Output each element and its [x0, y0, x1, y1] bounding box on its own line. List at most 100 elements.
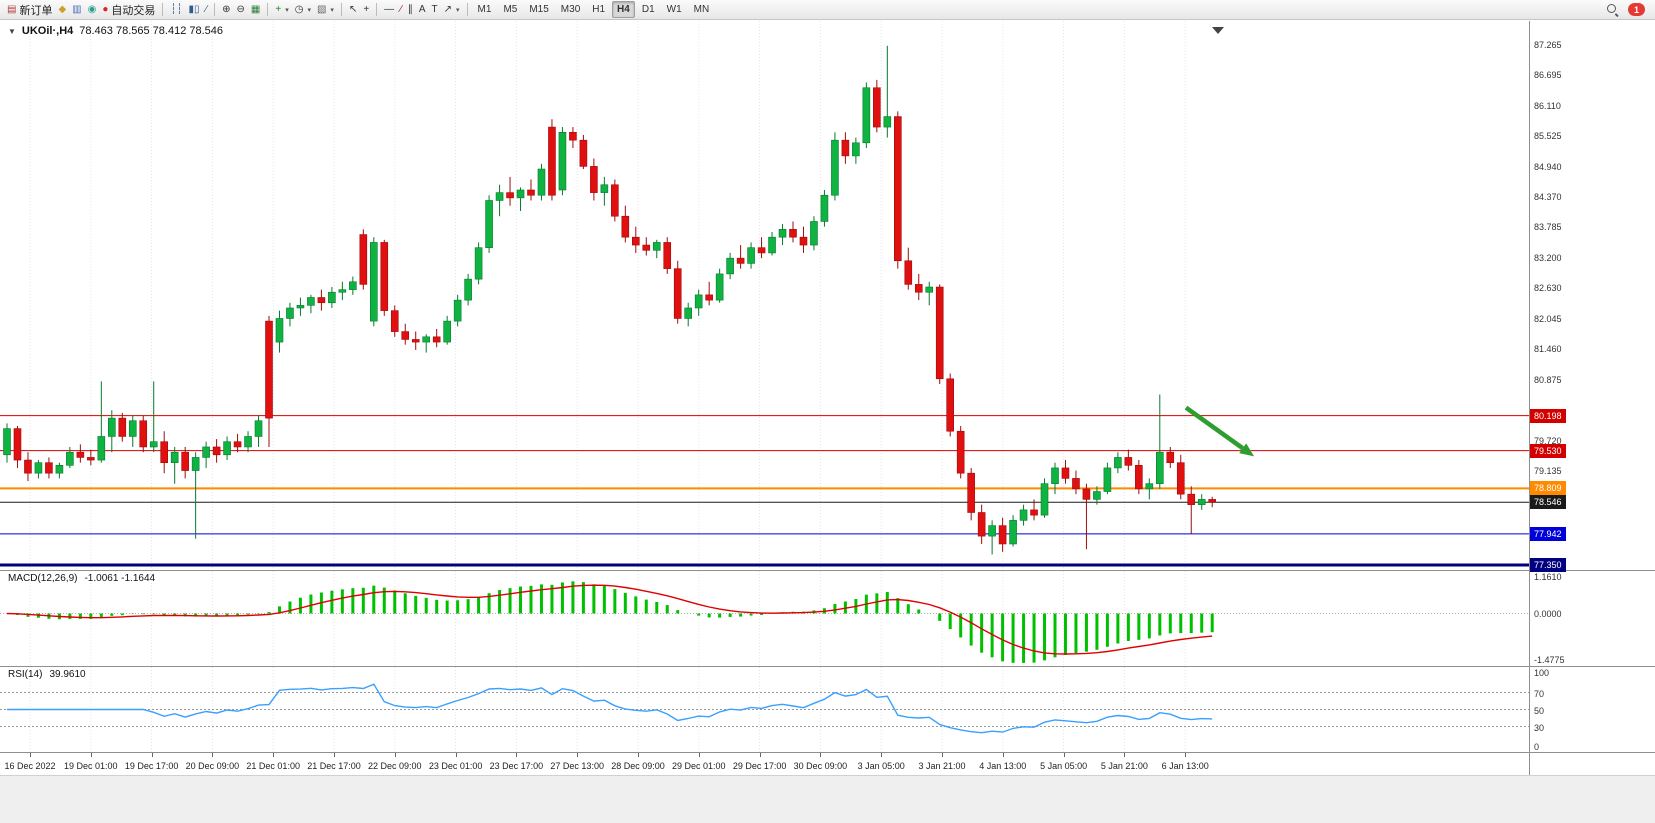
candle-body: [873, 87, 881, 128]
time-axis-label: 27 Dec 13:00: [550, 761, 604, 771]
cursor-icon[interactable]: ↖: [346, 2, 360, 18]
candle-body: [579, 139, 588, 167]
crosshair-icon[interactable]: +: [360, 2, 372, 18]
rsi-value: 39.9610: [49, 669, 86, 680]
time-axis-label: 4 Jan 13:00: [979, 761, 1027, 771]
price-axis-label: 79.720: [1534, 435, 1562, 446]
price-axis-label: 81.460: [1534, 344, 1562, 355]
candle-body: [191, 457, 200, 471]
candle-body: [1019, 509, 1028, 521]
text-icon[interactable]: A: [416, 2, 429, 18]
horizontal-line-icon[interactable]: —: [381, 2, 397, 18]
auto-trading-button[interactable]: ● 自动交易: [99, 2, 158, 18]
label-icon[interactable]: T: [429, 2, 441, 18]
time-axis-tick: [638, 753, 639, 757]
candle-body: [160, 441, 168, 463]
candle-body: [1030, 509, 1038, 516]
price-line-badge[interactable]: 80.198: [1530, 408, 1566, 423]
text-icon: A: [418, 3, 426, 15]
toolbar-separator: [466, 3, 468, 16]
channel-icon[interactable]: ∥: [405, 2, 416, 18]
candle-body: [223, 441, 231, 456]
grid-icon[interactable]: ▦: [248, 2, 263, 18]
time-axis-tick: [577, 753, 579, 757]
candle-body: [453, 299, 462, 322]
candle-body: [55, 465, 64, 474]
arrows-icon[interactable]: ↗ ▾: [441, 2, 463, 18]
price-line-badge[interactable]: 78.809: [1530, 481, 1566, 496]
time-axis-label: 30 Dec 09:00: [793, 761, 848, 771]
macd-signal-line: [6, 584, 1213, 655]
candle-body: [275, 318, 284, 343]
toolbar-separator: [267, 3, 269, 16]
timeframe-d1[interactable]: D1: [641, 4, 655, 15]
timeframe-h1[interactable]: H1: [592, 4, 606, 15]
candle-body: [946, 378, 955, 432]
time-axis[interactable]: 16 Dec 2022 19 Dec 01:00 19 Dec 17:00 20 De…: [0, 753, 1655, 775]
chart-list-icon[interactable]: ◆: [55, 2, 69, 18]
templates-icon[interactable]: ▧ ▾: [314, 2, 337, 18]
price-line-badge[interactable]: 77.942: [1530, 526, 1566, 541]
timeframe-h4[interactable]: H4: [612, 1, 635, 18]
price-line-badge[interactable]: 79.530: [1530, 443, 1566, 458]
line-chart-icon[interactable]: ∕: [202, 2, 210, 18]
candlestick-chart-icon[interactable]: ▮▯: [185, 2, 202, 18]
candle-body: [548, 126, 556, 196]
rsi-pane[interactable]: [0, 667, 1529, 752]
candle-body: [977, 512, 986, 537]
market-watch-icon[interactable]: ▥: [69, 2, 84, 18]
candle-body: [611, 184, 619, 217]
auto-trading-button-label: 自动交易: [111, 4, 156, 17]
bar-chart-icon[interactable]: ┆┆: [167, 2, 185, 18]
search-icon[interactable]: [1603, 2, 1622, 18]
candle-body: [967, 472, 975, 513]
price-axis-label: 82.045: [1534, 313, 1562, 324]
notification-badge[interactable]: 1: [1628, 3, 1645, 16]
candle-body: [1061, 467, 1070, 479]
periods-icon[interactable]: ◷ ▾: [292, 2, 314, 18]
price-line-badge[interactable]: 78.546: [1530, 495, 1566, 510]
time-axis-tick: [212, 753, 214, 757]
chevron-down-icon: ▾: [285, 6, 289, 14]
time-axis-label: 19 Dec 01:00: [64, 761, 118, 771]
zoom-out-icon[interactable]: ⊖: [234, 2, 248, 18]
crosshair-icon: +: [363, 3, 370, 15]
templates-icon: ▧: [316, 3, 327, 15]
candle-body: [1176, 462, 1185, 495]
chart-shift-marker[interactable]: [1212, 27, 1224, 34]
timeframe-m30[interactable]: M30: [560, 4, 581, 15]
toolbar-separator: [376, 3, 378, 16]
candle-body: [558, 132, 567, 191]
grid-icon: ▦: [250, 3, 261, 15]
pane-divider[interactable]: [0, 666, 1655, 667]
pane-divider[interactable]: [0, 570, 1655, 571]
candle-body: [244, 436, 252, 448]
time-axis-label: 21 Dec 01:00: [246, 761, 300, 771]
timeframe-mn[interactable]: MN: [693, 4, 710, 15]
time-axis-tick: [516, 753, 518, 757]
macd-pane[interactable]: [0, 571, 1529, 666]
time-axis-tick: [759, 753, 761, 757]
candlestick-chart-icon: ▮▯: [188, 3, 200, 15]
candle-body: [1114, 457, 1122, 469]
candle-body: [935, 286, 944, 380]
chart-title: ▼ UKOil·,H4 78.463 78.565 78.412 78.546: [8, 25, 223, 37]
navigator-icon[interactable]: ◉: [85, 2, 100, 18]
price-line-badge[interactable]: 77.350: [1530, 557, 1566, 572]
candle-body: [212, 446, 221, 456]
main-chart[interactable]: [0, 21, 1529, 570]
price-axis-label: 83.200: [1534, 253, 1562, 264]
collapse-icon[interactable]: ▼: [8, 26, 16, 36]
timeframe-m5[interactable]: M5: [503, 4, 518, 15]
new-order-button[interactable]: ▤ 新订单: [4, 2, 55, 18]
time-axis-label: 29 Dec 17:00: [732, 761, 787, 771]
timeframe-m15[interactable]: M15: [529, 4, 549, 15]
timeframe-m1[interactable]: M1: [477, 4, 492, 15]
trend-arrow[interactable]: [1184, 405, 1245, 451]
zoom-in-icon[interactable]: ⊕: [219, 2, 233, 18]
timeframe-w1[interactable]: W1: [666, 4, 682, 15]
indicators-add-icon[interactable]: + ▾: [272, 2, 291, 18]
rsi-axis-label: 50: [1534, 705, 1545, 716]
candle-body: [181, 451, 189, 471]
trendline-icon[interactable]: ∕: [397, 2, 405, 18]
